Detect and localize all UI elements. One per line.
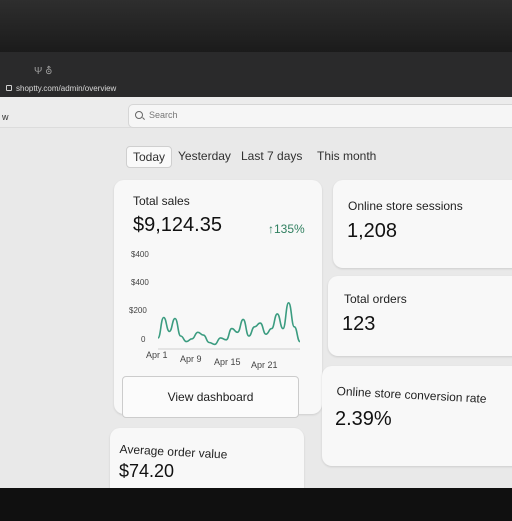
sessions-label: Online store sessions [348, 199, 463, 213]
sessions-value: 1,208 [347, 220, 398, 242]
search-input[interactable]: Search [128, 104, 512, 128]
y-tick-label: $200 [129, 306, 147, 315]
aov-card [110, 428, 304, 498]
x-tick-label: Apr 9 [180, 354, 202, 364]
search-icon [135, 111, 143, 119]
total-sales-value: $9,124.35 [133, 214, 222, 236]
total-orders-label: Total orders [344, 292, 407, 306]
view-dashboard-button[interactable]: View dashboard [122, 376, 299, 418]
search-placeholder: Search [149, 110, 178, 120]
x-tick-label: Apr 15 [214, 357, 241, 367]
x-tick-label: Apr 1 [146, 350, 168, 360]
y-tick-label: $400 [131, 250, 149, 259]
total-sales-change: ↑135% [268, 222, 305, 236]
tab-today[interactable]: Today [126, 146, 173, 168]
sidebar-partial-label[interactable]: w [2, 112, 9, 122]
total-sales-card [114, 180, 322, 414]
tab-last-7-days[interactable]: Last 7 days [241, 149, 303, 163]
y-tick-label: $400 [131, 278, 149, 287]
y-tick-label: 0 [141, 335, 146, 344]
sales-line-chart [158, 302, 301, 350]
lock-icon [6, 85, 12, 91]
tab-this-month[interactable]: This month [317, 149, 377, 163]
browser-tab-icons[interactable]: Ψ ⛢ [34, 66, 53, 77]
conversion-value: 2.39% [335, 408, 392, 430]
conversion-card [322, 366, 512, 466]
address-bar[interactable]: shoptty.com/admin/overview [6, 84, 116, 93]
arrow-up-icon: ↑ [268, 222, 274, 236]
browser-chrome: Ψ ⛢ shoptty.com/admin/overview [0, 52, 512, 97]
monitor-bezel-bottom [0, 488, 512, 521]
url-text: shoptty.com/admin/overview [16, 84, 117, 93]
monitor-bezel-top [0, 0, 512, 52]
total-sales-label: Total sales [133, 194, 190, 208]
tab-yesterday[interactable]: Yesterday [178, 149, 231, 163]
aov-value: $74.20 [119, 461, 175, 481]
sessions-card [333, 180, 512, 268]
total-orders-value: 123 [342, 313, 376, 335]
total-orders-card [328, 276, 512, 356]
sales-series-line [158, 302, 301, 346]
total-sales-change-value: 135% [274, 222, 305, 236]
x-tick-label: Apr 21 [251, 360, 278, 370]
